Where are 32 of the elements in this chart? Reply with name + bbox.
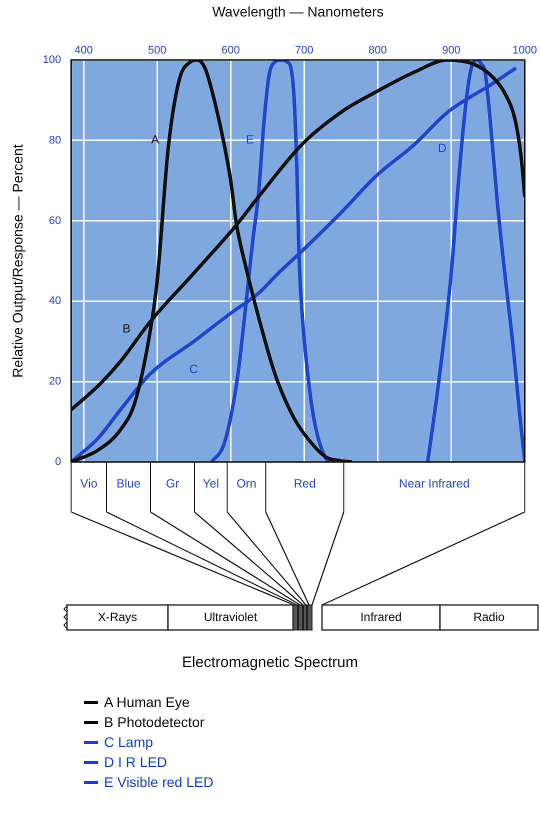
text: Near Infrared — [398, 476, 470, 490]
text: Red — [294, 476, 316, 490]
legend-label: B Photodetector — [104, 713, 204, 732]
annotation: C — [189, 362, 198, 376]
x-tick-label: 500 — [148, 44, 166, 56]
y-tick-label: 0 — [55, 456, 62, 468]
x-tick-label: 400 — [74, 44, 93, 56]
text: Vio — [80, 476, 98, 490]
y-tick-label: 40 — [48, 295, 62, 308]
x-tick-label: 600 — [222, 44, 240, 56]
y-tick-label: 80 — [48, 134, 62, 146]
text: Yel — [202, 476, 219, 490]
text: Orn — [236, 476, 256, 490]
legend-label: C Lamp — [104, 733, 154, 752]
legend-label: D I R LED — [104, 753, 168, 772]
text: Electromagnetic Spectrum — [181, 654, 359, 671]
x-axis-title: Wavelength — Nanometers — [212, 3, 384, 20]
y-tick-label: 20 — [48, 376, 62, 388]
legend-label: E Visible red LED — [104, 773, 214, 792]
x-tick-label: 900 — [442, 44, 460, 56]
x-tick-label: 1000 — [512, 44, 538, 56]
text: Gr — [166, 476, 180, 490]
y-axis-title: Relative Output/Response — Percent — [9, 144, 26, 378]
annotation: D — [438, 140, 447, 155]
y-tick-label: 60 — [48, 214, 62, 227]
y-tick-label: 100 — [42, 54, 62, 66]
x-tick-label: 700 — [295, 44, 314, 56]
annotation: B — [122, 322, 130, 336]
text: Blue — [116, 476, 141, 490]
legend-label: A Human Eye — [104, 693, 190, 712]
electromagnetic-spectrum-strip: X-Rays Ultraviolet Infrared Radio — [60, 604, 540, 632]
x-tick-label: 800 — [368, 44, 387, 56]
